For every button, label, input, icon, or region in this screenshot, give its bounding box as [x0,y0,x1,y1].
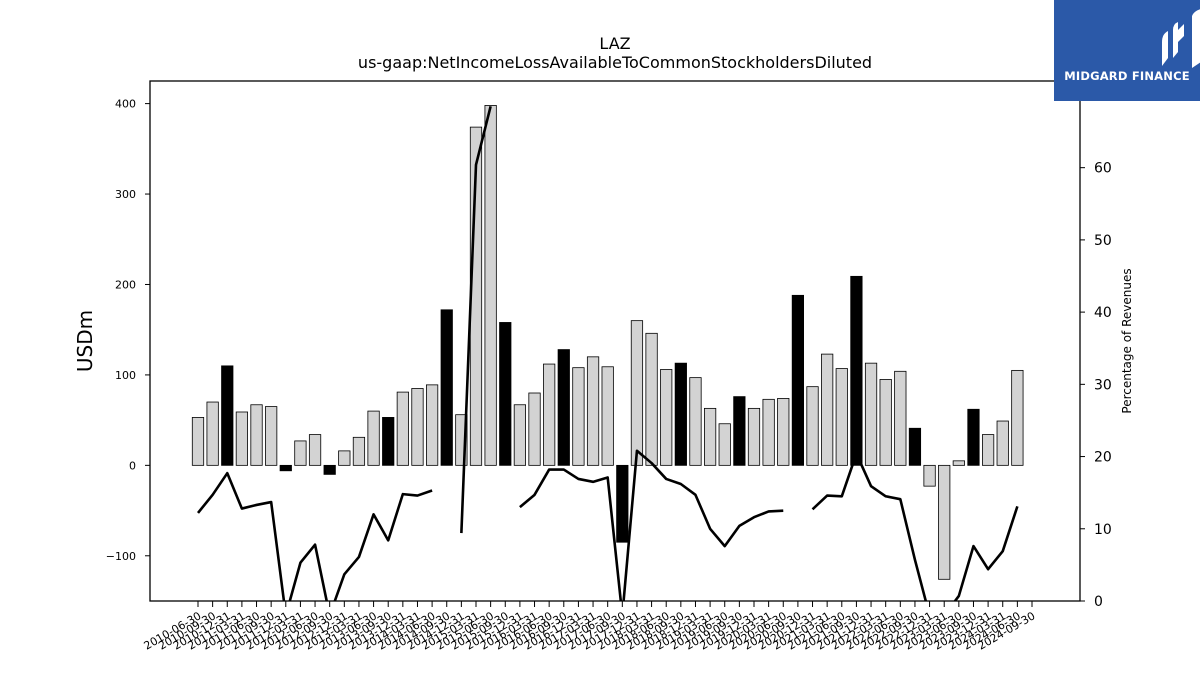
bar [835,368,848,466]
bar [221,365,234,466]
y2-tick-label: 0 [1094,594,1103,610]
bar [718,423,731,466]
bar [323,464,336,475]
bar [923,464,936,487]
bar [645,332,658,466]
bar [484,105,497,466]
bar [367,410,380,466]
bar [733,396,746,466]
bar [586,356,600,466]
bar [557,349,570,466]
y2-tick-label: 20 [1094,450,1112,466]
bar [674,362,687,466]
bar [572,367,585,466]
y2-tick-label: 30 [1094,377,1112,393]
bar [338,450,351,466]
logo-mark-icon [1162,9,1200,68]
bar [689,377,702,466]
bar [265,406,278,466]
percentage-line [196,105,1019,601]
bar [747,407,761,466]
bar [425,384,439,466]
bar [894,370,907,466]
bar [440,309,453,466]
watermark-text: MIDGARD FINANCE [1064,69,1190,83]
y-tick-label: 300 [115,188,136,201]
bar [660,369,673,466]
bar [528,392,541,466]
y2-tick-label: 40 [1094,305,1112,321]
y-axis-label: USDm [73,310,97,372]
bar [601,366,614,466]
bar [938,464,951,580]
plot-frame [149,80,1081,602]
bar [250,404,263,466]
bar [235,411,249,466]
bar [206,401,219,466]
y2-tick-label: 10 [1094,522,1112,538]
bar [1011,369,1024,466]
chart-subtitle: us-gaap:NetIncomeLossAvailableToCommonSt… [358,53,872,72]
bar [616,464,629,543]
bar [308,434,322,466]
bar [879,379,892,466]
y-tick-label: 100 [115,369,136,382]
bar [499,322,512,466]
bar [967,408,980,466]
bar [513,404,527,466]
bar [382,417,395,466]
bar [352,436,366,466]
midgard-finance-logo: MIDGARD FINANCE [1054,0,1200,101]
bar [791,294,805,466]
bar [982,434,995,466]
bar [864,362,878,466]
bar [630,320,644,466]
bar [821,353,834,466]
bar [777,398,790,466]
y2-tick-label: 60 [1094,161,1112,177]
y2-axis-label: Percentage of Revenues [1120,268,1134,413]
bar [455,414,468,466]
bar [908,427,922,466]
y2-tick-label: 50 [1094,233,1112,249]
bar [762,398,775,466]
y-tick-label: 200 [115,278,136,291]
bar [294,440,307,466]
bar [850,275,863,466]
bar [704,407,717,466]
y-tick-label: −100 [106,550,136,563]
bar [952,460,965,466]
bar [996,420,1009,466]
bar [396,391,409,466]
bar [806,386,819,466]
bar [279,464,292,472]
chart-title: LAZ [599,34,630,53]
plot-area: −10001002003004000102030405060702010-06-… [106,88,1112,652]
bar [411,388,424,466]
bar [191,417,205,466]
y-tick-label: 0 [129,459,136,472]
bar [543,363,556,466]
y-tick-label: 400 [115,98,136,111]
